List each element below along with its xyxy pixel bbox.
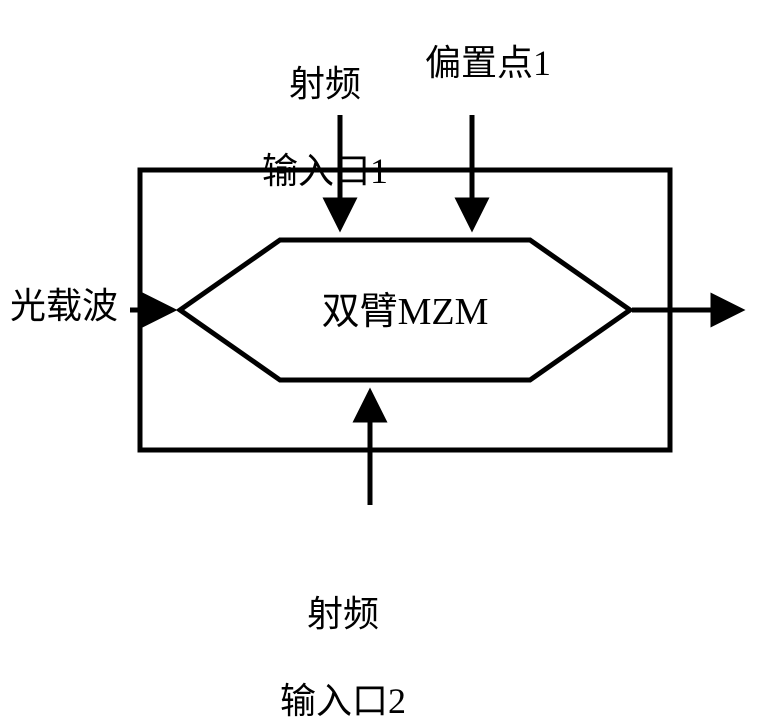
mzm-diagram: 射频 输入口1 偏置点1 光载波 双臂MZM 射频 输入口2	[0, 0, 759, 648]
label-rf-input-2: 射频 输入口2	[280, 550, 406, 723]
label-rf-input-1: 射频 输入口1	[262, 20, 388, 193]
label-rf-input-2-line1: 射频	[307, 594, 379, 634]
label-bias-point-1: 偏置点1	[425, 42, 551, 85]
label-rf-input-1-line1: 射频	[289, 64, 361, 104]
label-optical-carrier: 光载波	[10, 285, 118, 328]
label-rf-input-2-line2: 输入口2	[280, 681, 406, 721]
label-mzm-center: 双臂MZM	[280, 290, 530, 336]
label-rf-input-1-line2: 输入口1	[262, 151, 388, 191]
